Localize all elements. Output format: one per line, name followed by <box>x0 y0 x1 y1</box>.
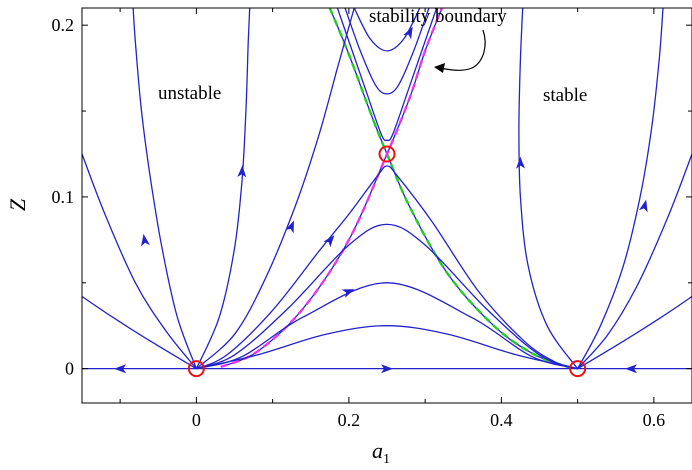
trajectory-arrow-18 <box>114 364 127 374</box>
fixed-point-1 <box>378 145 396 163</box>
trajectory-curve-16 <box>577 153 692 370</box>
x-tick-label-0: 0 <box>192 410 201 430</box>
trajectory-curve-6 <box>196 223 578 370</box>
stability-boundary-label: stability boundary <box>369 6 507 27</box>
x-tick-label-2: 0.4 <box>490 410 513 430</box>
fixed-point-2 <box>569 360 587 378</box>
trajectory-arrow-7 <box>341 289 355 298</box>
stable-region-label: stable <box>543 85 587 106</box>
trajectory-arrow-5 <box>323 235 335 248</box>
trajectory-curve-13 <box>82 295 197 370</box>
trajectory-curve-17 <box>577 295 692 370</box>
trajectory-curve-12 <box>82 153 197 370</box>
trajectory-arrow-9 <box>285 220 294 234</box>
stability-boundary-green <box>328 8 578 370</box>
y-tick-label-2: 0.2 <box>52 15 75 35</box>
stability-boundary-magenta <box>220 8 444 369</box>
stability-boundary-leader-arrow <box>439 29 486 71</box>
trajectory-curve-0 <box>329 8 578 370</box>
trajectory-curve-5 <box>196 165 578 370</box>
y-axis-label: Z <box>5 198 30 211</box>
trajectory-curve-10 <box>195 8 251 369</box>
trajectory-curve-4 <box>336 8 438 142</box>
trajectory-curve-14 <box>518 8 579 370</box>
trajectory-arrow-15 <box>638 199 648 213</box>
tick-layer: 0 0.2 0.4 0.6 0 0.1 0.2 <box>52 8 692 430</box>
y-tick-label-0: 0 <box>65 359 74 379</box>
trajectory-arrow-2 <box>403 26 413 40</box>
fixed-point-0 <box>187 360 205 378</box>
y-tick-label-1: 0.1 <box>52 187 75 207</box>
trajectory-curve-3 <box>344 8 430 95</box>
trajectory-arrow-14 <box>516 156 526 169</box>
trajectory-curve-7 <box>196 282 578 370</box>
leader-arrowhead <box>434 63 445 73</box>
trajectory-arrow-20 <box>625 364 637 374</box>
trajectory-arrow-19 <box>381 364 393 374</box>
overlay-layer <box>114 26 648 378</box>
trajectory-curve-9 <box>195 8 355 370</box>
x-tick-label-3: 0.6 <box>643 410 666 430</box>
trajectory-curve-15 <box>577 8 664 370</box>
trajectory-layer <box>82 8 692 370</box>
x-axis-label-subscript: 1 <box>383 452 390 467</box>
x-tick-label-1: 0.2 <box>338 410 361 430</box>
trajectory-arrow-10 <box>237 165 247 178</box>
trajectory-arrow-11 <box>141 233 150 247</box>
trajectory-curve-11 <box>132 8 198 369</box>
trajectory-curve-8 <box>196 325 578 370</box>
x-axis-label-base: a <box>372 438 383 463</box>
unstable-region-label: unstable <box>158 83 221 104</box>
plot-frame <box>81 7 692 404</box>
x-axis-label: a1 <box>372 438 390 467</box>
